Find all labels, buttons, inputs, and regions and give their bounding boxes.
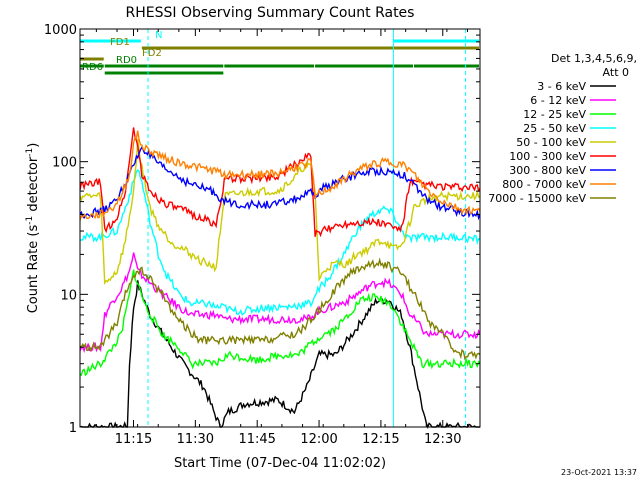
- plot-frame: [79, 28, 481, 428]
- y-axis-label-sup2: -1: [25, 148, 35, 157]
- y-tick-label: 1000: [44, 23, 77, 38]
- legend-header-line1: Det 1,3,4,5,6,9,: [551, 52, 637, 65]
- state-bar-label-rd6: RD6: [82, 62, 103, 73]
- x-tick-label: 12:15: [362, 432, 399, 447]
- series-line-6-12-kev: [79, 252, 481, 353]
- legend-label-6-12-kev: 6 - 12 keV: [530, 94, 586, 107]
- y-axis-label-mid: detector: [26, 156, 41, 216]
- legend-label-3-6-kev: 3 - 6 keV: [537, 80, 586, 93]
- series-line-25-50-kev: [79, 169, 481, 316]
- legend-label-7000-15000-kev: 7000 - 15000 keV: [488, 192, 586, 205]
- series-line-300-800-kev: [79, 145, 481, 221]
- x-tick-label: 12:30: [424, 432, 461, 447]
- y-tick-label: 100: [52, 156, 77, 171]
- series-line-3-6-kev: [79, 280, 480, 429]
- observing-state-bars: N FD1 FD2 RD0 RD6: [80, 30, 479, 75]
- chart-title: RHESSI Observing Summary Count Rates: [126, 5, 415, 21]
- series-line-800-7000-kev: [79, 130, 481, 221]
- y-tick-label: 10: [60, 288, 77, 303]
- x-axis: 11:15 11:30 11:45 12:00 12:15 12:30: [95, 29, 469, 447]
- legend-label-100-300-kev: 100 - 300 keV: [509, 150, 586, 163]
- series-line-7000-15000-kev: [79, 257, 481, 361]
- timestamp: 23-Oct-2021 13:37: [561, 468, 637, 477]
- state-bar-label-fd1: FD1: [110, 37, 130, 48]
- series-line-12-25-kev: [79, 269, 481, 377]
- legend-label-800-7000-kev: 800 - 7000 keV: [502, 178, 586, 191]
- y-axis-label-suffix: ): [26, 143, 41, 148]
- y-axis-label-prefix: Count Rate (s: [26, 225, 41, 314]
- state-bar-label-rd0: RD0: [116, 55, 137, 66]
- series-lines: [79, 127, 481, 429]
- state-bar-label-n: N: [155, 30, 162, 41]
- legend-header-line2: Att 0: [603, 66, 629, 79]
- y-axis: 1 10 100 1000: [44, 23, 480, 436]
- y-axis-label-sup1: -1: [25, 216, 35, 225]
- series-line-50-100-kev: [79, 139, 481, 286]
- x-tick-label: 11:45: [238, 432, 275, 447]
- y-axis-label: Count Rate (s-1 detector-1): [25, 143, 41, 314]
- legend-label-50-100-kev: 50 - 100 keV: [516, 136, 586, 149]
- x-tick-label: 11:30: [177, 432, 214, 447]
- legend-label-25-50-kev: 25 - 50 keV: [523, 122, 586, 135]
- y-tick-label: 1: [69, 421, 77, 436]
- state-bar-label-fd2: FD2: [142, 48, 162, 59]
- legend-label-300-800-kev: 300 - 800 keV: [509, 164, 586, 177]
- x-axis-label: Start Time (07-Dec-04 11:02:02): [174, 456, 386, 471]
- x-tick-label: 12:00: [300, 432, 337, 447]
- legend-label-12-25-kev: 12 - 25 keV: [523, 108, 586, 121]
- x-tick-label: 11:15: [115, 432, 152, 447]
